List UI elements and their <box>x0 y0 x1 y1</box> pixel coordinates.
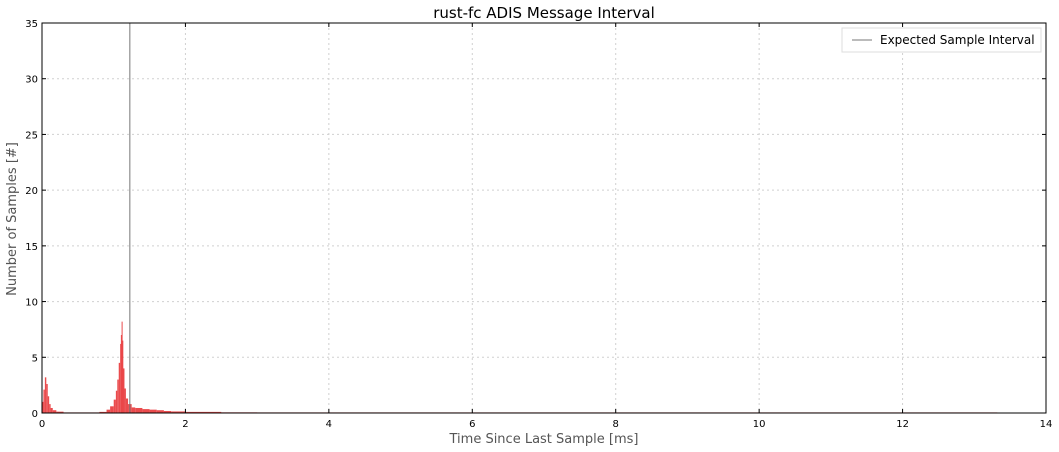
histogram-bar <box>131 407 136 413</box>
x-tick-label: 12 <box>896 419 909 430</box>
histogram-bar <box>120 335 122 413</box>
histogram-bar <box>171 411 186 413</box>
x-tick-label: 8 <box>613 419 619 430</box>
histogram-bar <box>49 404 51 413</box>
histogram-bar <box>106 409 111 413</box>
histogram-bar <box>121 321 123 413</box>
histogram-bar <box>185 411 222 413</box>
histogram-bar <box>47 396 50 413</box>
histogram-bar <box>149 409 157 413</box>
y-tick-label: 35 <box>25 19 38 30</box>
x-tick-label: 4 <box>326 419 332 430</box>
histogram-bar <box>118 362 121 413</box>
histogram-bar <box>43 389 45 413</box>
histogram-bar <box>46 384 48 413</box>
x-axis-title: Time Since Last Sample [ms] <box>449 432 639 447</box>
histogram-bar <box>123 368 125 413</box>
x-tick-label: 14 <box>1040 419 1053 430</box>
legend: Expected Sample Interval <box>841 27 1042 53</box>
histogram-bar <box>42 401 44 413</box>
legend-box <box>841 27 1042 53</box>
x-tick-label: 2 <box>182 419 188 430</box>
histogram-bar <box>142 409 150 413</box>
grid-lines <box>42 23 1046 413</box>
histogram-bar <box>56 411 64 413</box>
y-tick-label: 5 <box>32 353 38 364</box>
x-tick-label: 0 <box>39 419 45 430</box>
y-tick-label: 20 <box>25 186 38 197</box>
histogram-bar <box>50 407 53 413</box>
histogram-bar <box>163 410 172 413</box>
histogram-bar <box>122 340 124 413</box>
y-tick-label: 30 <box>25 75 38 86</box>
chart-title: rust-fc ADIS Message Interval <box>433 4 655 22</box>
histogram-bar <box>44 377 47 413</box>
histogram-bar <box>113 399 116 413</box>
y-tick-label: 25 <box>25 130 38 141</box>
histogram-bar <box>115 390 118 413</box>
histogram-bar <box>135 407 143 413</box>
histogram-bar <box>156 410 164 413</box>
y-tick-label: 0 <box>32 409 38 420</box>
legend-label: Expected Sample Interval <box>880 33 1035 47</box>
y-tick-label: 10 <box>25 298 38 309</box>
x-tick-label: 6 <box>469 419 475 430</box>
histogram-bar <box>124 388 126 413</box>
x-tick-label: 10 <box>753 419 766 430</box>
plot-area-frame <box>41 22 1047 414</box>
histogram-bar <box>117 379 119 413</box>
y-tick-label: 15 <box>25 242 38 253</box>
axis-ticks: 0 2 4 6 8 10 12 14 0 5 10 15 20 25 30 35 <box>25 19 1052 430</box>
histogram-bar <box>110 406 114 413</box>
histogram-bar <box>125 398 129 413</box>
y-axis-title: Number of Samples [#] <box>5 142 20 296</box>
histogram-bar <box>52 410 57 413</box>
histogram-bar <box>99 411 107 413</box>
histogram-bar <box>120 343 122 413</box>
